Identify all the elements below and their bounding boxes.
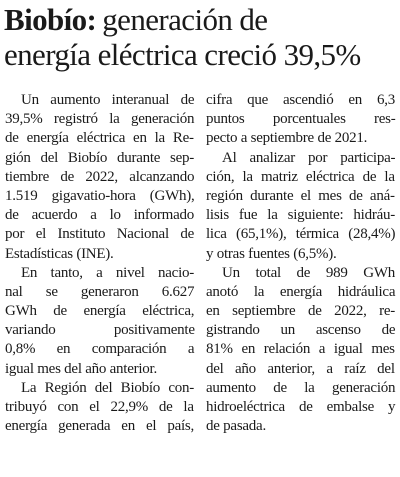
text-line: igual mes del año anterior. [5,360,195,379]
line-text: tiembre de 2022, alcanzando [5,168,195,185]
headline-lead: Biobío: [4,2,97,37]
line-text: y otras fuentes (6,5%). [206,245,337,262]
line-text: región durante el mes de aná- [206,187,395,204]
headline-line: Biobío: generación de [4,2,396,37]
line-text: gión del Biobío durante sep- [5,149,194,166]
line-text: en septiembre de 2022, re- [206,303,395,320]
text-line: región durante el mes de aná- [206,187,396,206]
text-line: En tanto, a nivel nacio- [5,264,195,283]
text-line: 1.519 gigavatio-hora (GWh), [5,187,195,206]
text-column: cifra que ascendió en 6,3 puntos porcentu… [206,91,396,436]
line-text: 39,5% registró la generación [5,111,195,128]
line-text: de pasada. [206,418,266,435]
line-text: 0,8% en comparación a [5,341,195,358]
text-line: Estadísticas (INE). [5,245,195,264]
text-line: cifra que ascendió en 6,3 [206,91,396,110]
line-text: anotó la energía hidráulica [206,283,396,300]
line-text: nal se generaron 6.627 [5,283,195,300]
line-text: aumento de la generación [206,379,396,396]
line-text: 1.519 gigavatio-hora (GWh), [5,187,195,204]
line-text: lica (65,1%), térmica (28,4%) [206,226,396,243]
text-line: tribuyó con el 22,9% de la [5,398,195,417]
text-line: tiembre de 2022, alcanzando [5,168,195,187]
text-line: del año anterior, a raíz del [206,360,396,379]
text-line: gión del Biobío durante sep- [5,149,195,168]
text-line: La Región del Biobío con- [5,379,195,398]
line-text: pecto a septiembre de 2021. [206,130,368,147]
text-line: y otras fuentes (6,5%). [206,245,396,264]
text-line: gistrando un ascenso de [206,321,396,340]
text-line: GWh de energía eléctrica, [5,302,195,321]
line-text: Al analizar por participa- [222,149,396,166]
line-text: hidroeléctrica de embalse y [206,399,396,415]
line-text: La Región del Biobío con- [21,379,194,396]
headline: Biobío: generación de energía eléctrica c… [4,2,396,72]
line-text: 81% en relación a igual mes [206,341,395,358]
text-line: energía generada en el país, [5,417,195,436]
text-line: hidroeléctrica de embalse y [206,398,396,417]
text-line: 0,8% en comparación a [5,340,195,359]
line-text: ción, la matriz eléctrica de la [206,168,395,185]
line-text: Estadísticas (INE). [5,245,114,262]
line-text: lisis fue la siguiente: hidráu- [206,207,395,224]
line-text: Un aumento interanual de [21,92,195,108]
text-line: Un aumento interanual de [5,91,195,110]
line-text: GWh de energía eléctrica, [5,303,195,320]
line-text: Un total de 989 GWh [222,264,395,281]
text-line: Al analizar por participa- [206,149,396,168]
line-text: de acuerdo a lo informado [5,207,194,224]
line-text: gistrando un ascenso de [206,322,396,339]
text-line: nal se generaron 6.627 [5,283,195,302]
text-line: aumento de la generación [206,379,396,398]
line-text: del año anterior, a raíz del [206,360,395,377]
line-text: cifra que ascendió en 6,3 [206,92,395,108]
text-line: lica (65,1%), térmica (28,4%) [206,225,396,244]
text-line: en septiembre de 2022, re- [206,302,396,321]
text-line: ción, la matriz eléctrica de la [206,168,396,187]
text-line: Un total de 989 GWh [206,264,396,283]
line-text: puntos porcentuales res- [206,111,396,128]
text-line: de acuerdo a lo informado [5,206,195,225]
text-line: 39,5% registró la generación [5,110,195,129]
line-text: por el Instituto Nacional de [5,226,194,243]
text-line: variando positivamente [5,321,195,340]
text-line: por el Instituto Nacional de [5,225,195,244]
line-text: igual mes del año anterior. [5,360,157,377]
line-text: variando positivamente [5,322,195,339]
line-text: En tanto, a nivel nacio- [21,264,194,281]
text-line: pecto a septiembre de 2021. [206,129,396,148]
headline-text: generación de [102,2,268,37]
text-line: de pasada. [206,417,396,436]
text-line: anotó la energía hidráulica [206,283,396,302]
line-text: energía generada en el país, [5,418,194,435]
text-line: 81% en relación a igual mes [206,340,396,359]
headline-text: energía eléctrica creció 39,5% [4,37,361,72]
text-line: de energía eléctrica en la Re- [5,129,195,148]
text-line: lisis fue la siguiente: hidráu- [206,206,396,225]
line-text: tribuyó con el 22,9% de la [5,399,194,415]
text-column: Un aumento interanual de 39,5% registró l… [5,91,195,436]
line-text: de energía eléctrica en la Re- [5,130,194,147]
text-line: puntos porcentuales res- [206,110,396,129]
